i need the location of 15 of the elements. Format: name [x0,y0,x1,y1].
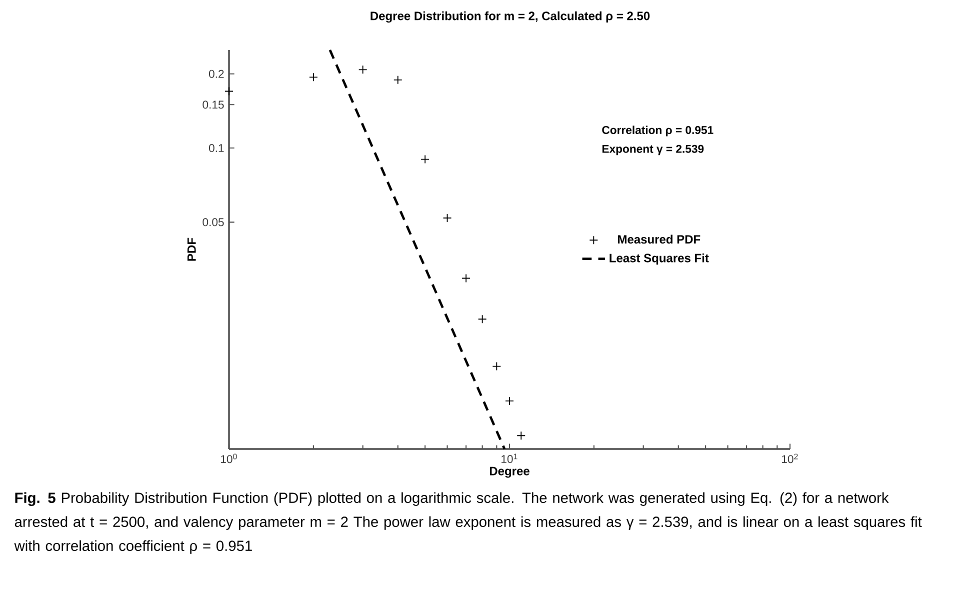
y-tick-label: 0.05 [202,218,224,226]
y-axis-title: PDF [187,238,196,261]
legend-label: Least Squares Fit [610,253,709,265]
annotation: Correlation ρ = 0.951 [602,126,714,136]
chart-title: Degree Distribution for m = 2, Calculated ρ = 2.50 [370,11,650,23]
y-tick-label: 0.1 [208,144,224,152]
annotation: Exponent γ = 2.539 [602,144,704,156]
y-tick-label: 0.2 [208,70,224,78]
x-tick-label: 10$^{2}$ [782,454,798,464]
x-axis-title: Degree [490,466,530,478]
x-tick-label: 10$^{0}$ [221,454,237,464]
y-tick-label: 0.15 [202,100,224,109]
x-tick-label: 10$^{1}$ [502,454,518,464]
text: Fig. 5 Probability Distribution Function (PDF) plotted on a logarithmic scale. The network was generated using Eq. (2) for a network arrested at t = 2500, and valency parameter m = 2 The power law exponent is measured as γ = 2.539, and is linear on a least squares fit with correlation coefficient ρ = 0.951 [14,492,922,554]
legend-label: Measured PDF [618,234,700,244]
